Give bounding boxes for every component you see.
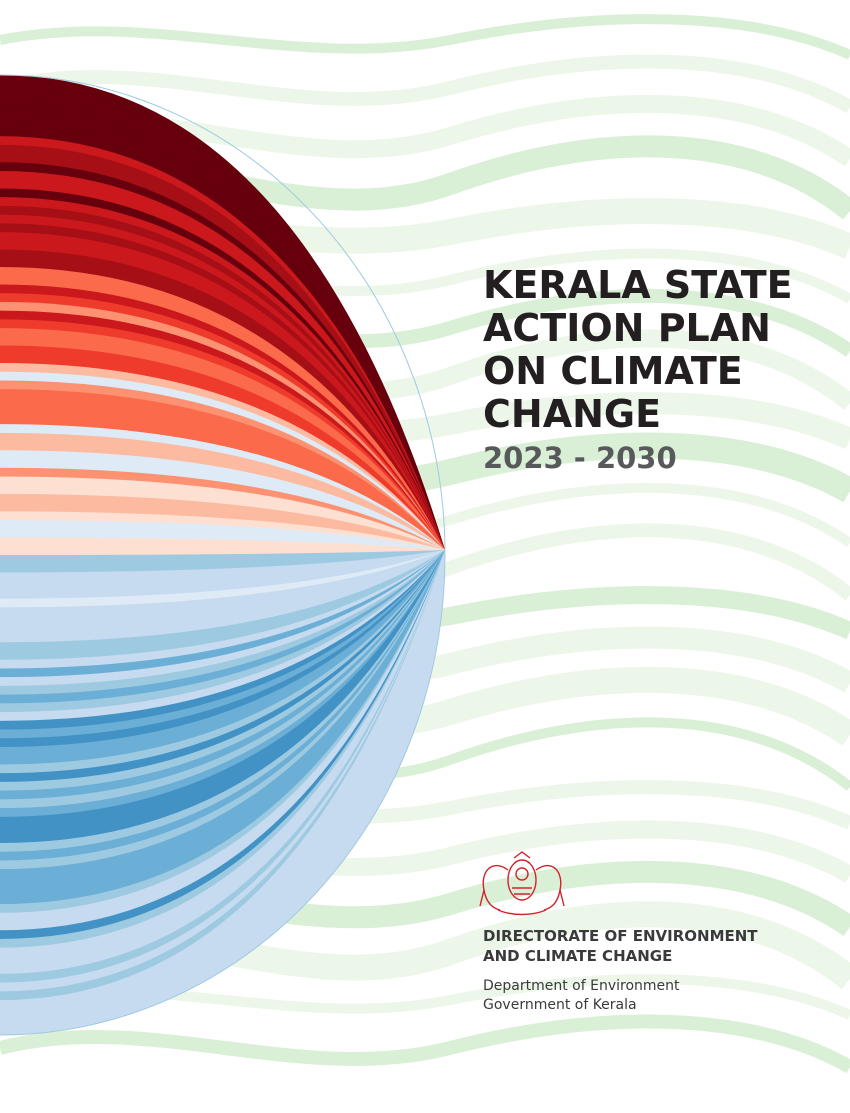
department-line: Department of Environment [483, 978, 680, 994]
globe-edge [0, 74, 446, 1036]
title-line: ACTION PLAN [483, 306, 771, 350]
title-line: CHANGE [483, 392, 661, 436]
period: 2023 - 2030 [483, 441, 677, 475]
wave [0, 54, 850, 114]
publisher-line: AND CLIMATE CHANGE [483, 947, 672, 965]
wave [0, 1014, 850, 1074]
publisher-line: DIRECTORATE OF ENVIRONMENT [483, 927, 758, 945]
title-line: KERALA STATE [483, 263, 793, 307]
kerala-emblem [479, 851, 565, 916]
department-line: Government of Kerala [483, 997, 637, 1013]
wave [0, 14, 850, 60]
title-line: ON CLIMATE [483, 349, 743, 393]
title-block: KERALA STATE ACTION PLAN ON CLIMATE CHAN… [483, 263, 793, 475]
